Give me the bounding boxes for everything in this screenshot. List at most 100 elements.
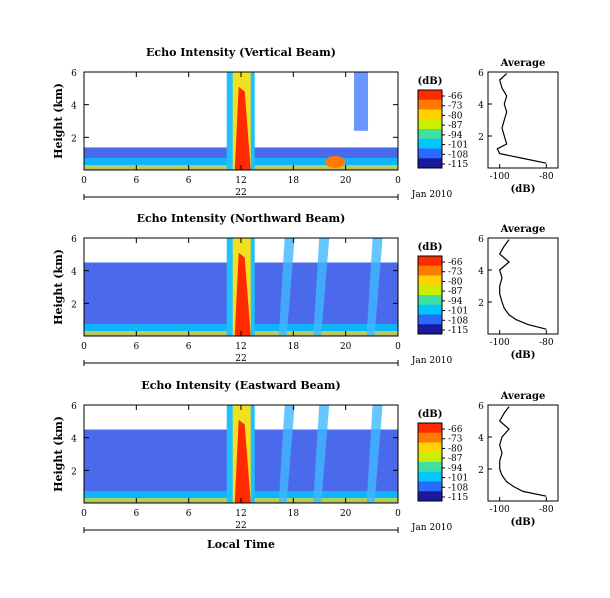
y-tick-label: 2 <box>71 300 77 310</box>
colorbar-swatch <box>418 314 442 325</box>
colorbar-tick-label: -73 <box>448 268 463 278</box>
x-tick-label: 6 <box>186 176 192 186</box>
y-tick-label: 4 <box>71 435 77 445</box>
colorbar-swatch <box>418 148 442 159</box>
x-tick-label: 0 <box>395 342 401 352</box>
colorbar-tick-label: -80 <box>448 111 463 121</box>
day-label: 22 <box>235 188 246 198</box>
x-tick-label: 18 <box>288 509 300 519</box>
x-tick-label: 0 <box>81 509 87 519</box>
heatmap-column <box>313 238 330 336</box>
heatmap-hotspot <box>325 156 346 168</box>
heatmap-event-core <box>234 419 251 503</box>
colorbar-swatch <box>418 452 442 463</box>
colorbar-tick-label: -66 <box>448 425 463 435</box>
day-label: 22 <box>235 354 246 364</box>
avg-profile-line <box>498 239 547 330</box>
colorbar-swatch <box>418 265 442 276</box>
x-tick-label: 6 <box>133 509 139 519</box>
panel-title: Echo Intensity (Eastward Beam) <box>141 379 340 392</box>
avg-y-tick-label: 2 <box>478 133 484 143</box>
avg-x-tick-label: -80 <box>539 172 554 182</box>
colorbar-swatch <box>418 304 442 315</box>
avg-x-label: (dB) <box>511 517 536 528</box>
month-label: Jan 2010 <box>411 523 453 533</box>
colorbar-tick-label: -108 <box>448 316 468 326</box>
avg-y-tick-label: 4 <box>478 434 484 444</box>
avg-x-tick-label: -80 <box>539 338 554 348</box>
month-label: Jan 2010 <box>411 190 453 200</box>
x-tick-label: 0 <box>81 342 87 352</box>
y-tick-label: 2 <box>71 134 77 144</box>
avg-y-tick-label: 2 <box>478 466 484 476</box>
heatmap-column <box>313 405 330 503</box>
heatmap-column <box>278 405 295 503</box>
avg-x-tick-label: -100 <box>490 505 510 515</box>
avg-profile-line <box>496 73 547 164</box>
y-tick-label: 6 <box>71 402 77 412</box>
colorbar-tick-label: -94 <box>448 464 463 474</box>
x-tick-label: 18 <box>288 176 300 186</box>
colorbar-tick-label: -87 <box>448 287 463 297</box>
day-label: 22 <box>235 521 246 531</box>
colorbar-swatch <box>418 491 442 502</box>
y-axis-label: Height (km) <box>52 416 65 492</box>
colorbar-swatch <box>418 481 442 492</box>
colorbar-tick-label: -108 <box>448 483 468 493</box>
colorbar-swatch <box>418 432 442 443</box>
colorbar-swatch <box>418 109 442 120</box>
colorbar-swatch <box>418 471 442 482</box>
colorbar-swatch <box>418 462 442 473</box>
avg-frame <box>487 71 559 169</box>
x-tick-label: 12 <box>235 509 246 519</box>
avg-x-label: (dB) <box>511 350 536 361</box>
colorbar-tick-label: -94 <box>448 297 463 307</box>
avg-y-tick-label: 6 <box>478 69 484 79</box>
colorbar-swatch <box>418 442 442 453</box>
heatmap-column <box>366 405 383 503</box>
heatmap-column <box>278 238 295 336</box>
x-tick-label: 20 <box>340 176 352 186</box>
heatmap-column <box>366 238 383 336</box>
heatmap-event-core <box>234 86 251 170</box>
y-tick-label: 4 <box>71 102 77 112</box>
colorbar-tick-label: -101 <box>448 141 468 151</box>
y-axis-label: Height (km) <box>52 83 65 159</box>
colorbar-tick-label: -66 <box>448 92 463 102</box>
colorbar-tick-label: -80 <box>448 444 463 454</box>
x-tick-label: 18 <box>288 342 300 352</box>
colorbar-swatch <box>418 285 442 296</box>
colorbar-tick-label: -115 <box>448 326 468 336</box>
colorbar-swatch <box>418 90 442 101</box>
colorbar-swatch <box>418 324 442 335</box>
colorbar-frame <box>417 89 443 169</box>
colorbar-unit: (dB) <box>418 242 443 253</box>
panel-title: Echo Intensity (Northward Beam) <box>137 212 346 225</box>
colorbar-tick-label: -87 <box>448 121 463 131</box>
avg-y-tick-label: 2 <box>478 299 484 309</box>
x-tick-label: 12 <box>235 342 246 352</box>
avg-x-tick-label: -100 <box>490 172 510 182</box>
colorbar-tick-label: -101 <box>448 474 468 484</box>
avg-y-tick-label: 4 <box>478 267 484 277</box>
colorbar-tick-label: -66 <box>448 258 463 268</box>
colorbar-tick-label: -73 <box>448 435 463 445</box>
x-tick-label: 12 <box>235 176 246 186</box>
colorbar-unit: (dB) <box>418 76 443 87</box>
colorbar-frame <box>417 255 443 335</box>
x-tick-label: 20 <box>340 509 352 519</box>
y-tick-label: 2 <box>71 467 77 477</box>
x-tick-label: 6 <box>186 342 192 352</box>
avg-title: Average <box>500 58 546 69</box>
avg-x-tick-label: -80 <box>539 505 554 515</box>
y-tick-label: 6 <box>71 69 77 79</box>
avg-title: Average <box>500 391 546 402</box>
avg-x-label: (dB) <box>511 184 536 195</box>
y-tick-label: 6 <box>71 235 77 245</box>
x-tick-label: 0 <box>81 176 87 186</box>
colorbar-frame <box>417 422 443 502</box>
avg-y-tick-label: 6 <box>478 235 484 245</box>
avg-x-tick-label: -100 <box>490 338 510 348</box>
x-tick-label: 6 <box>186 509 192 519</box>
colorbar-swatch <box>418 295 442 306</box>
